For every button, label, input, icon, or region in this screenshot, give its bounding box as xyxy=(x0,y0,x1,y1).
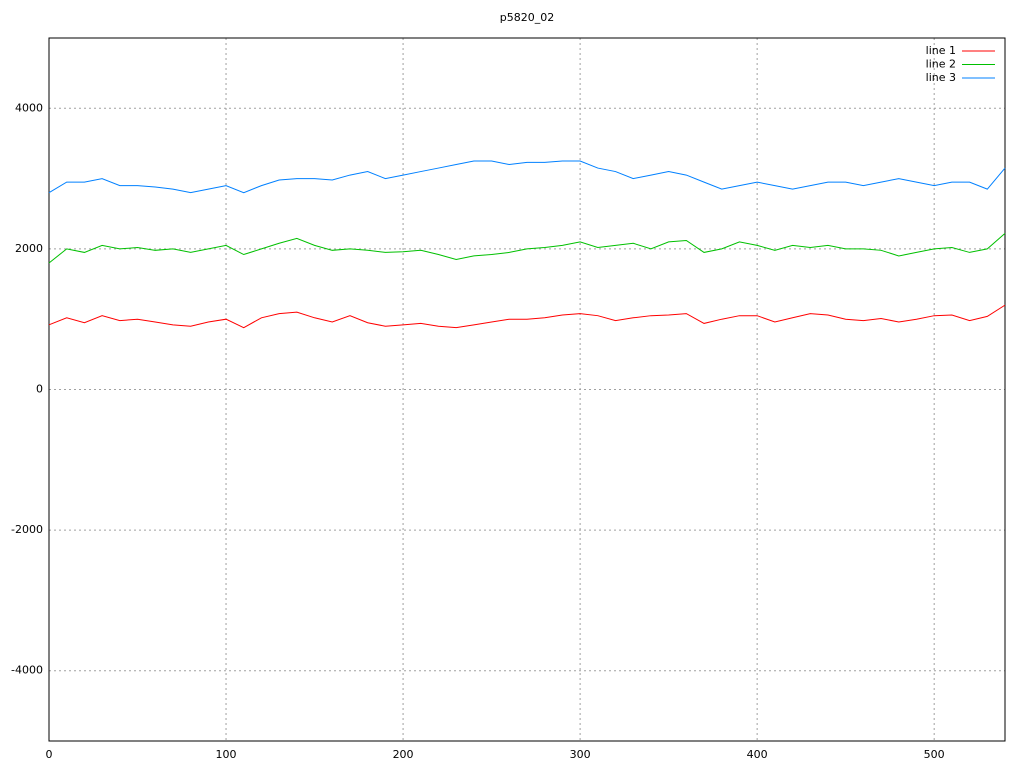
x-tick-label: 400 xyxy=(747,748,768,761)
plot-border xyxy=(48,37,1006,742)
x-tick-label: 0 xyxy=(46,748,53,761)
legend-label: line 2 xyxy=(926,58,956,71)
y-tick-label: 0 xyxy=(36,383,43,396)
legend-label: line 1 xyxy=(926,44,956,57)
series-line xyxy=(48,233,1006,264)
legend-label: line 3 xyxy=(926,71,956,84)
series-line xyxy=(48,160,1006,194)
y-tick-label: 4000 xyxy=(15,101,43,114)
y-tick-label: -4000 xyxy=(11,664,43,677)
x-tick-label: 200 xyxy=(393,748,414,761)
y-tick-label: -2000 xyxy=(11,523,43,536)
x-tick-label: 500 xyxy=(924,748,945,761)
series-line xyxy=(48,304,1006,329)
y-tick-label: 2000 xyxy=(15,242,43,255)
x-tick-label: 100 xyxy=(216,748,237,761)
x-tick-label: 300 xyxy=(570,748,591,761)
chart-title: p5820_02 xyxy=(500,11,554,24)
